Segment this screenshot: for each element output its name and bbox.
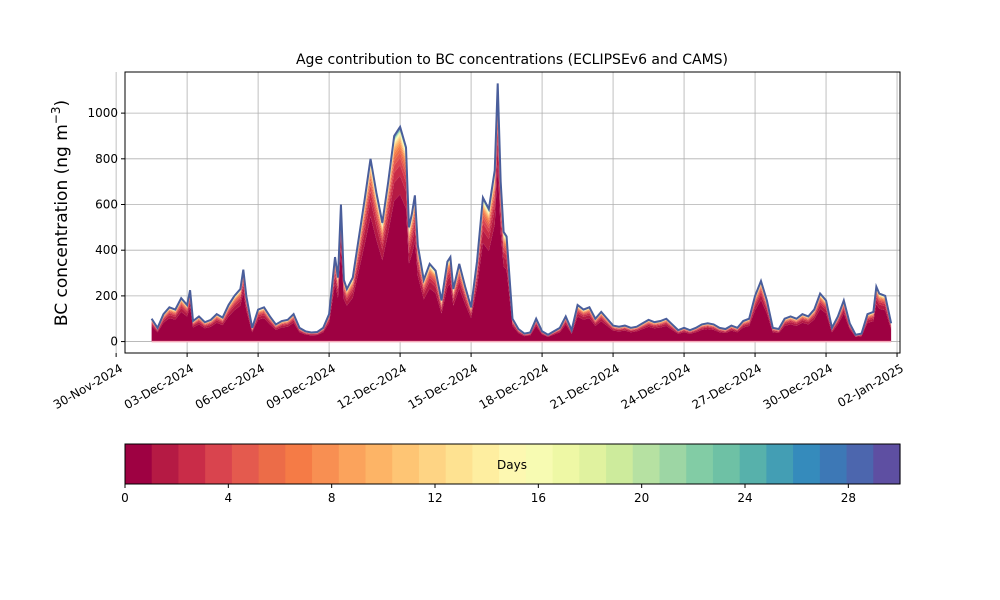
age-band-area-18 [151,88,892,335]
colorbar-swatch-27 [846,444,874,484]
age-band-area-1 [151,142,892,337]
age-band-area-17 [151,89,892,335]
colorbar: Days 0 4 8 12 16 20 24 28 [121,443,901,505]
colorbar-swatch-7 [312,444,340,484]
age-band-area-19 [151,88,892,335]
colorbar-swatch-0 [125,444,153,484]
series-line-total [150,83,893,336]
age-band-area-9 [151,97,892,336]
x-tick-label-8: 24-Dec-2024 [619,361,693,412]
age-band-area-25 [151,85,892,335]
x-tick-label-2: 06-Dec-2024 [193,361,267,412]
colorbar-swatch-19 [632,444,661,484]
colorbar-swatch-1 [151,444,180,484]
y-tick-label-3: 600 [95,198,118,212]
y-axis: 0 200 400 600 800 1000 [87,106,125,349]
x-tick-label-9: 27-Dec-2024 [690,361,764,412]
age-band-area-29 [151,83,892,335]
colorbar-swatch-16 [552,444,580,484]
x-tick-label-6: 18-Dec-2024 [477,361,551,412]
colorbar-swatch-6 [285,444,313,484]
age-band-area-15 [151,90,892,335]
colorbar-swatch-17 [579,444,607,484]
colorbar-swatch-13 [472,444,500,484]
colorbar-swatch-4 [231,444,260,484]
x-tick-label-5: 15-Dec-2024 [406,361,480,412]
colorbar-swatch-3 [205,444,233,484]
age-band-area-10 [151,96,892,336]
x-tick-label-1: 03-Dec-2024 [122,361,196,412]
colorbar-tick-label-2: 8 [328,491,336,505]
colorbar-swatch-9 [365,444,393,484]
age-band-area-27 [151,84,892,335]
colorbar-swatch-25 [793,444,821,484]
age-band-area-11 [151,94,892,336]
colorbar-swatch-24 [766,444,794,484]
age-band-area-3 [151,120,892,336]
y-axis-label: BC concentration (ng m−3) [49,100,72,326]
age-band-area-26 [151,84,892,335]
age-band-area-21 [151,87,892,335]
x-tick-label-0: 30-Nov-2024 [51,361,125,412]
x-tick-label-4: 12-Dec-2024 [335,361,409,412]
colorbar-swatch-22 [712,444,741,484]
x-axis: 30-Nov-202403-Dec-202406-Dec-202409-Dec-… [51,353,906,412]
colorbar-swatch-11 [418,444,447,484]
age-band-area-16 [151,89,892,335]
colorbar-swatch-28 [873,444,901,484]
age-band-area-8 [151,99,892,336]
age-band-area-4 [151,114,892,336]
colorbar-swatches [125,444,901,484]
age-band-area-23 [151,86,892,335]
colorbar-swatch-10 [392,444,420,484]
y-tick-label-0: 0 [110,335,118,349]
x-tick-label-7: 21-Dec-2024 [548,361,622,412]
colorbar-swatch-15 [525,444,554,484]
y-tick-label-4: 800 [95,152,118,166]
colorbar-swatch-18 [606,444,634,484]
age-band-area-24 [151,85,892,335]
colorbar-swatch-12 [445,444,474,484]
colorbar-swatch-23 [739,444,767,484]
age-band-area-0 [151,164,892,342]
colorbar-frame [124,443,901,485]
plot-area: 30-Nov-202403-Dec-202406-Dec-202409-Dec-… [51,71,906,412]
age-band-area-20 [151,87,892,335]
age-band-area-7 [151,102,892,336]
colorbar-tick-label-5: 20 [634,491,649,505]
age-band-area-14 [151,91,892,335]
age-band-area-13 [151,92,892,335]
x-tick-label-11: 02-Jan-2025 [835,361,906,410]
colorbar-tick-label-1: 4 [225,491,233,505]
x-tick-label-3: 09-Dec-2024 [264,361,338,412]
age-band-area-5 [151,109,892,336]
colorbar-swatch-5 [258,444,286,484]
age-band-area-2 [151,129,892,337]
stacked-age-areas [151,83,892,342]
colorbar-label: Days [497,458,527,472]
colorbar-swatch-21 [686,444,714,484]
y-tick-label-2: 400 [95,243,118,257]
colorbar-tick-label-7: 28 [841,491,856,505]
age-band-area-28 [151,83,892,335]
colorbar-swatch-8 [338,444,367,484]
y-tick-label-5: 1000 [87,106,118,120]
chart-title: Age contribution to BC concentrations (E… [296,52,728,68]
age-band-area-12 [151,93,892,336]
colorbar-swatch-14 [499,444,527,484]
x-tick-label-10: 30-Dec-2024 [761,361,835,412]
colorbar-tick-label-6: 24 [737,491,752,505]
colorbar-swatch-2 [178,444,206,484]
age-band-area-6 [151,105,892,336]
age-band-area-22 [151,86,892,335]
colorbar-tick-label-3: 12 [427,491,442,505]
colorbar-tick-label-0: 0 [121,491,129,505]
y-tick-label-1: 200 [95,289,118,303]
colorbar-swatch-26 [819,444,848,484]
colorbar-ticks: 0 4 8 12 16 20 24 28 [121,484,856,505]
colorbar-swatch-20 [659,444,687,484]
colorbar-tick-label-4: 16 [531,491,546,505]
plot-frame [124,71,901,354]
